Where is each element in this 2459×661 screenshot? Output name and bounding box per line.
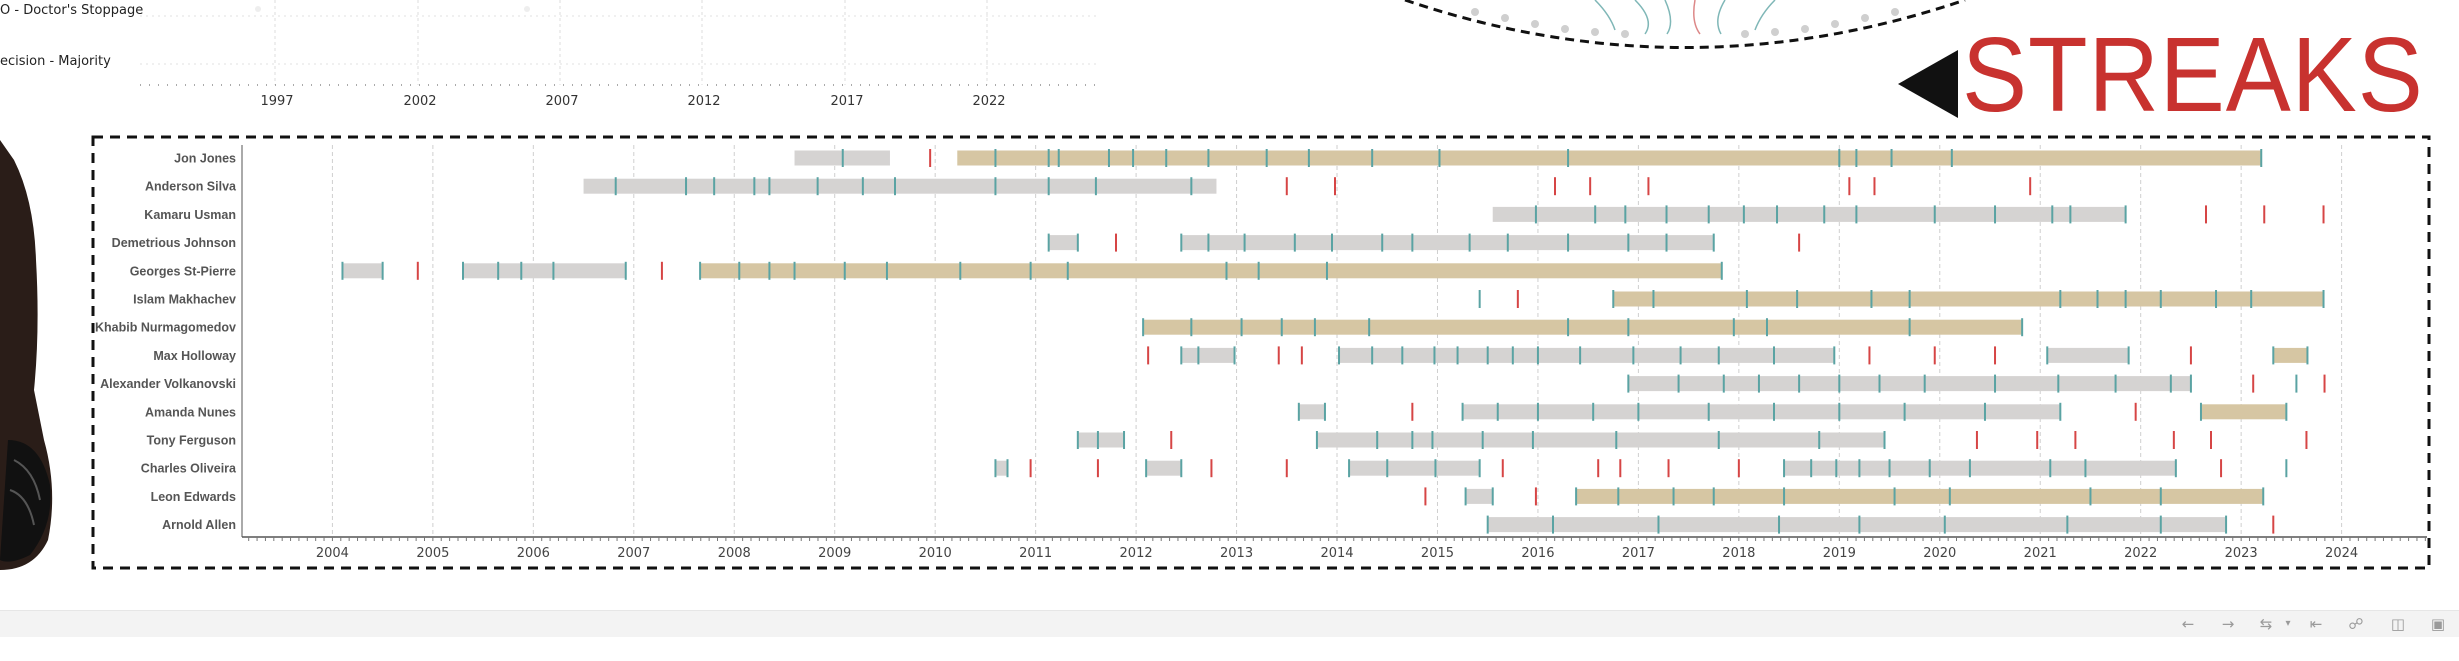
top-year-label: 2012 bbox=[687, 94, 721, 109]
streak-bar bbox=[1487, 517, 2227, 533]
streak-bar bbox=[2200, 404, 2287, 420]
x-tick-label: 2016 bbox=[1521, 546, 1554, 561]
streak-bar bbox=[342, 263, 383, 279]
x-tick-label: 2007 bbox=[617, 546, 650, 561]
streak-bar bbox=[1462, 404, 2061, 420]
streak-bar bbox=[1576, 488, 2264, 504]
plot-area bbox=[242, 145, 2427, 537]
streak-bar bbox=[700, 263, 1722, 279]
share-icon[interactable]: ☍ bbox=[2348, 615, 2364, 633]
x-tick-label: 2022 bbox=[2124, 546, 2157, 561]
streak-bar bbox=[957, 150, 2262, 166]
chevron-down-icon[interactable]: ▾ bbox=[2285, 618, 2291, 629]
streak-bar bbox=[995, 460, 1008, 476]
x-tick-label: 2005 bbox=[416, 546, 449, 561]
fighter-name-label: Islam Makhachev bbox=[133, 293, 236, 307]
undo-icon[interactable]: ← bbox=[2181, 615, 2195, 633]
viz-toolbar: ← → ⇆ ▾ ⇤ ☍ ◫ ▣ bbox=[0, 610, 2459, 637]
decorative-arc-graphic bbox=[1404, 0, 1966, 49]
fighter-name-label: Kamaru Usman bbox=[144, 208, 236, 222]
x-tick-label: 2012 bbox=[1120, 546, 1153, 561]
streak-timeline-chart: 2004 2005 2006 2007 2008 2009 2010 2011 2012 2013… bbox=[91, 135, 2431, 570]
fighter-photo bbox=[0, 140, 53, 570]
fighter-name-label: Jon Jones bbox=[174, 152, 236, 166]
fighter-name-label: Charles Oliveira bbox=[141, 462, 237, 476]
page-title: STREAKS bbox=[1962, 16, 2424, 134]
streak-bar bbox=[1349, 460, 1480, 476]
streak-bar bbox=[1339, 347, 1835, 363]
x-tick-label: 2014 bbox=[1320, 546, 1353, 561]
x-tick-label: 2019 bbox=[1823, 546, 1856, 561]
streak-bar bbox=[1613, 291, 2324, 307]
top-legend-grid bbox=[140, 0, 1100, 86]
x-tick-label: 2006 bbox=[517, 546, 550, 561]
x-tick-label: 2004 bbox=[316, 546, 349, 561]
streak-bar bbox=[1784, 460, 2176, 476]
x-tick-label: 2008 bbox=[718, 546, 751, 561]
x-tick-label: 2009 bbox=[818, 546, 851, 561]
legend-label-decision-majority: ecision - Majority bbox=[0, 54, 111, 69]
fighter-name-label: Khabib Nurmagomedov bbox=[95, 321, 236, 335]
streak-bar bbox=[463, 263, 626, 279]
streak-bar bbox=[583, 178, 1217, 194]
x-tick-label: 2023 bbox=[2225, 546, 2258, 561]
revert-icon[interactable]: ⇆ bbox=[2259, 615, 2273, 633]
top-year-label: 2002 bbox=[403, 94, 437, 109]
streak-bar bbox=[1077, 432, 1125, 448]
streak-bar bbox=[1048, 235, 1078, 251]
streak-bar bbox=[1181, 235, 1714, 251]
x-tick-label: 2018 bbox=[1722, 546, 1755, 561]
streak-bar bbox=[1146, 460, 1182, 476]
x-tick-label: 2017 bbox=[1622, 546, 1655, 561]
streak-bar bbox=[1143, 319, 2023, 335]
x-tick-label: 2020 bbox=[1923, 546, 1956, 561]
top-year-label: 2007 bbox=[545, 94, 579, 109]
top-year-label: 1997 bbox=[260, 94, 294, 109]
fighter-name-label: Arnold Allen bbox=[162, 518, 236, 532]
fighter-name-label: Alexander Volkanovski bbox=[100, 377, 236, 391]
streak-bar bbox=[1298, 404, 1325, 420]
download-icon[interactable]: ◫ bbox=[2390, 615, 2406, 633]
x-tick-label: 2011 bbox=[1019, 546, 1052, 561]
fullscreen-icon[interactable]: ▣ bbox=[2430, 615, 2446, 633]
fighter-name-label: Georges St-Pierre bbox=[130, 264, 236, 278]
streak-bar bbox=[1465, 488, 1493, 504]
x-tick-label: 2015 bbox=[1421, 546, 1454, 561]
x-tick-label: 2024 bbox=[2325, 546, 2358, 561]
redo-icon[interactable]: → bbox=[2221, 615, 2235, 633]
streak-bar bbox=[1628, 376, 2191, 392]
x-tick-label: 2013 bbox=[1220, 546, 1253, 561]
streak-bar bbox=[1316, 432, 1885, 448]
fighter-name-label: Demetrious Johnson bbox=[112, 236, 236, 250]
top-year-label: 2017 bbox=[830, 94, 864, 109]
top-year-label: 2022 bbox=[972, 94, 1006, 109]
streak-bar bbox=[1492, 206, 2126, 222]
fighter-name-label: Anderson Silva bbox=[145, 180, 237, 194]
top-legend-panel: O - Doctor's Stoppage ecision - Majority… bbox=[0, 0, 1100, 125]
chart-frame bbox=[91, 135, 2431, 570]
revert-all-icon[interactable]: ⇤ bbox=[2309, 615, 2323, 633]
fighter-name-label: Leon Edwards bbox=[151, 490, 236, 504]
streak-bar bbox=[2273, 347, 2308, 363]
streak-bar bbox=[1181, 347, 1235, 363]
fighter-name-label: Max Holloway bbox=[153, 349, 236, 363]
legend-label-doctor-stoppage: O - Doctor's Stoppage bbox=[0, 3, 144, 18]
fighter-name-label: Tony Ferguson bbox=[147, 434, 236, 448]
left-arrow-icon bbox=[1898, 50, 1958, 118]
x-tick-label: 2021 bbox=[2024, 546, 2057, 561]
x-tick-label: 2010 bbox=[919, 546, 952, 561]
fighter-name-label: Amanda Nunes bbox=[145, 405, 236, 419]
streak-bar bbox=[2047, 347, 2129, 363]
